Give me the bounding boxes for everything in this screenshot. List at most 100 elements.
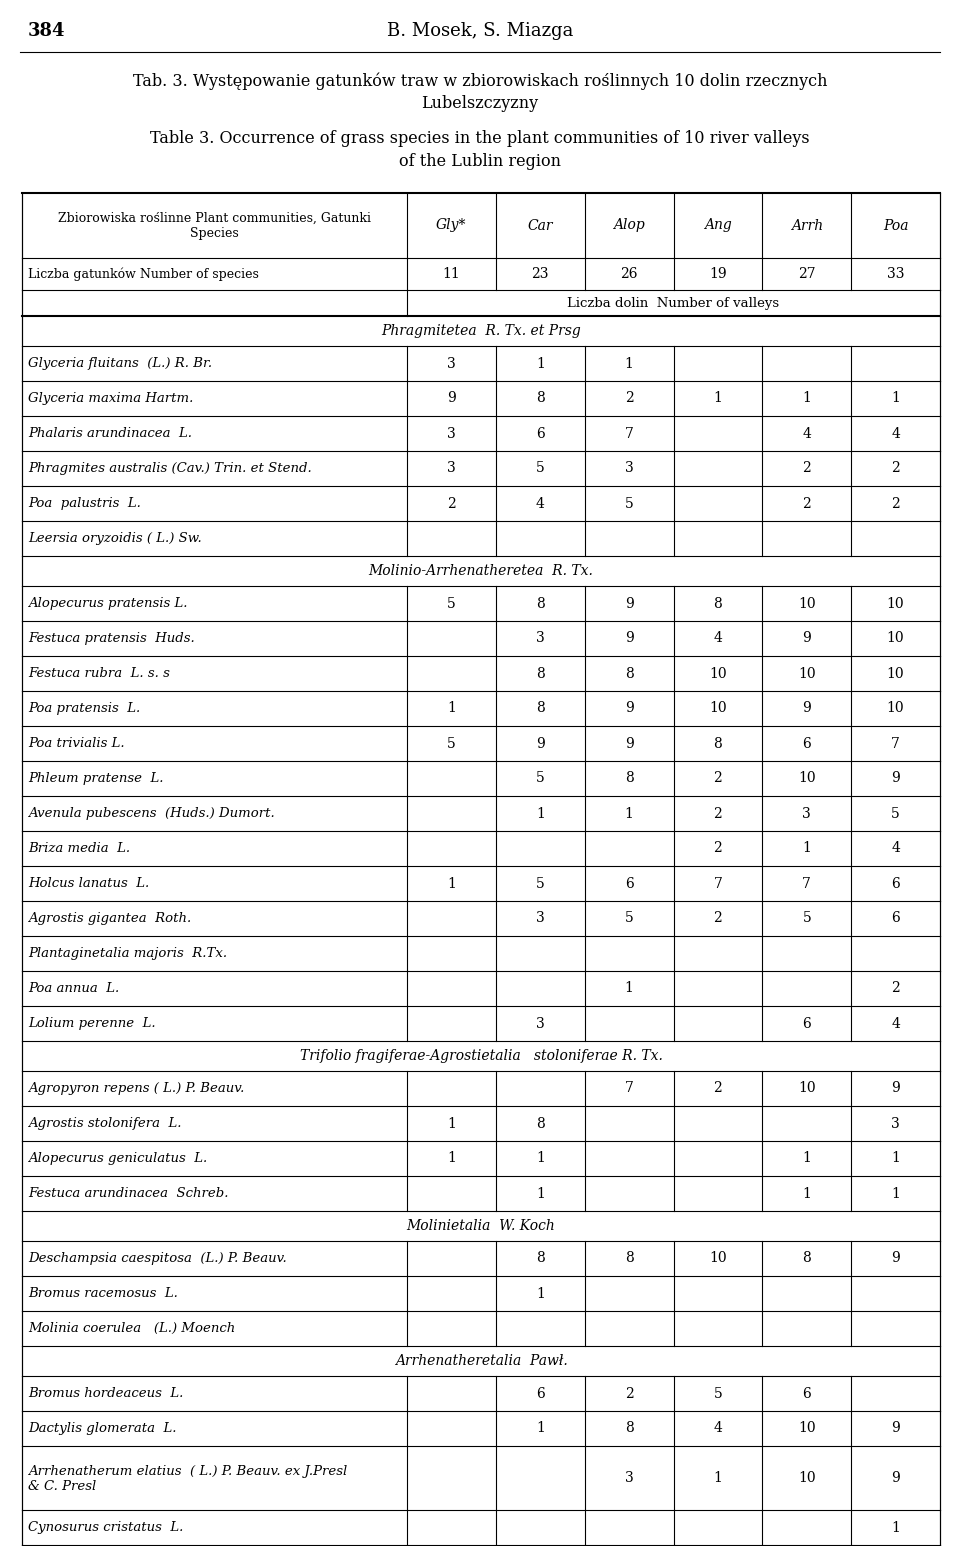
Text: 3: 3 [536,1017,544,1031]
Text: 9: 9 [891,1082,900,1096]
Text: 9: 9 [891,1470,900,1486]
Text: Molinietalia  W. Koch: Molinietalia W. Koch [407,1218,556,1234]
Text: Poa pratensis  L.: Poa pratensis L. [28,702,140,714]
Text: Plantaginetalia majoris  R.Tx.: Plantaginetalia majoris R.Tx. [28,948,228,960]
Text: 3: 3 [625,462,634,476]
Text: 2: 2 [447,496,456,510]
Text: Trifolio fragiferae-Agrostietalia   stoloniferae R. Tx.: Trifolio fragiferae-Agrostietalia stolon… [300,1050,662,1064]
Text: 2: 2 [713,841,722,855]
Text: 2: 2 [803,462,811,476]
Text: 8: 8 [536,391,544,405]
Text: 8: 8 [536,597,544,611]
Text: Car: Car [527,218,553,232]
Text: Poa trivialis L.: Poa trivialis L. [28,737,125,750]
Text: 9: 9 [625,631,634,646]
Text: 1: 1 [803,1186,811,1201]
Text: Holcus lanatus  L.: Holcus lanatus L. [28,877,149,890]
Text: 9: 9 [891,771,900,785]
Text: 9: 9 [803,702,811,716]
Text: 1: 1 [803,841,811,855]
Text: Molinio-Arrhenatheretea  R. Tx.: Molinio-Arrhenatheretea R. Tx. [369,564,593,578]
Text: Bromus racemosus  L.: Bromus racemosus L. [28,1286,178,1300]
Text: 2: 2 [713,807,722,821]
Text: 6: 6 [536,1387,544,1401]
Text: 1: 1 [625,982,634,996]
Text: 10: 10 [798,666,816,680]
Text: 10: 10 [887,666,904,680]
Text: 2: 2 [891,982,900,996]
Text: Alopecurus geniculatus  L.: Alopecurus geniculatus L. [28,1152,207,1166]
Text: 4: 4 [891,841,900,855]
Text: Lolium perenne  L.: Lolium perenne L. [28,1017,156,1030]
Text: 5: 5 [625,912,634,926]
Text: Festuca pratensis  Huds.: Festuca pratensis Huds. [28,632,195,645]
Text: 9: 9 [447,391,456,405]
Text: 5: 5 [625,496,634,510]
Text: 3: 3 [447,427,456,441]
Text: 1: 1 [625,357,634,371]
Text: Bromus hordeaceus  L.: Bromus hordeaceus L. [28,1387,183,1401]
Text: Liczba dolin  Number of valleys: Liczba dolin Number of valleys [567,297,780,309]
Text: 9: 9 [536,736,544,750]
Text: Agrostis stolonifera  L.: Agrostis stolonifera L. [28,1118,181,1130]
Text: 8: 8 [536,702,544,716]
Text: 8: 8 [713,597,722,611]
Text: 2: 2 [625,1387,634,1401]
Text: 1: 1 [891,391,900,405]
Text: 6: 6 [803,1387,811,1401]
Text: 1: 1 [536,807,544,821]
Text: 8: 8 [536,1116,544,1130]
Text: 7: 7 [803,877,811,890]
Text: Alopecurus pratensis L.: Alopecurus pratensis L. [28,597,187,611]
Text: 10: 10 [798,1082,816,1096]
Text: 1: 1 [803,1152,811,1166]
Text: 1: 1 [536,1286,544,1300]
Text: 10: 10 [709,666,727,680]
Text: 9: 9 [625,597,634,611]
Text: 8: 8 [803,1252,811,1266]
Text: & C. Presl: & C. Presl [28,1480,96,1492]
Text: Poa annua  L.: Poa annua L. [28,982,119,996]
Text: 5: 5 [536,771,544,785]
Text: 8: 8 [713,736,722,750]
Text: Molinia coerulea   (L.) Moench: Molinia coerulea (L.) Moench [28,1322,235,1336]
Text: 4: 4 [803,427,811,441]
Text: Glyceria maxima Hartm.: Glyceria maxima Hartm. [28,393,193,405]
Text: 5: 5 [803,912,811,926]
Text: 6: 6 [625,877,634,890]
Text: Briza media  L.: Briza media L. [28,843,131,855]
Text: 5: 5 [447,736,456,750]
Text: 10: 10 [798,597,816,611]
Text: Agrostis gigantea  Roth.: Agrostis gigantea Roth. [28,912,191,925]
Text: 5: 5 [713,1387,722,1401]
Text: 3: 3 [625,1470,634,1486]
Text: 27: 27 [798,267,816,281]
Text: 5: 5 [891,807,900,821]
Text: Phragmites australis (Cav.) Trin. et Stend.: Phragmites australis (Cav.) Trin. et Ste… [28,462,312,475]
Text: Tab. 3. Występowanie gatunków traw w zbiorowiskach roślinnych 10 dolin rzecznych: Tab. 3. Występowanie gatunków traw w zbi… [132,73,828,90]
Text: 1: 1 [891,1521,900,1535]
Text: B. Mosek, S. Miazga: B. Mosek, S. Miazga [387,22,573,40]
Text: 10: 10 [887,631,904,646]
Text: 3: 3 [891,1116,900,1130]
Text: 2: 2 [625,391,634,405]
Text: 7: 7 [625,427,634,441]
Text: 6: 6 [536,427,544,441]
Text: Phleum pratense  L.: Phleum pratense L. [28,771,163,785]
Text: 1: 1 [803,391,811,405]
Text: 1: 1 [536,1152,544,1166]
Text: 3: 3 [447,462,456,476]
Text: 1: 1 [625,807,634,821]
Text: 33: 33 [887,267,904,281]
Text: 9: 9 [891,1252,900,1266]
Text: 9: 9 [803,631,811,646]
Text: 1: 1 [891,1152,900,1166]
Text: Poa: Poa [883,218,908,232]
Text: Lubelszczyzny: Lubelszczyzny [421,94,539,111]
Text: Dactylis glomerata  L.: Dactylis glomerata L. [28,1422,177,1435]
Text: 4: 4 [536,496,544,510]
Text: 2: 2 [713,912,722,926]
Text: 8: 8 [625,1421,634,1436]
Text: 7: 7 [713,877,722,890]
Text: 8: 8 [536,666,544,680]
